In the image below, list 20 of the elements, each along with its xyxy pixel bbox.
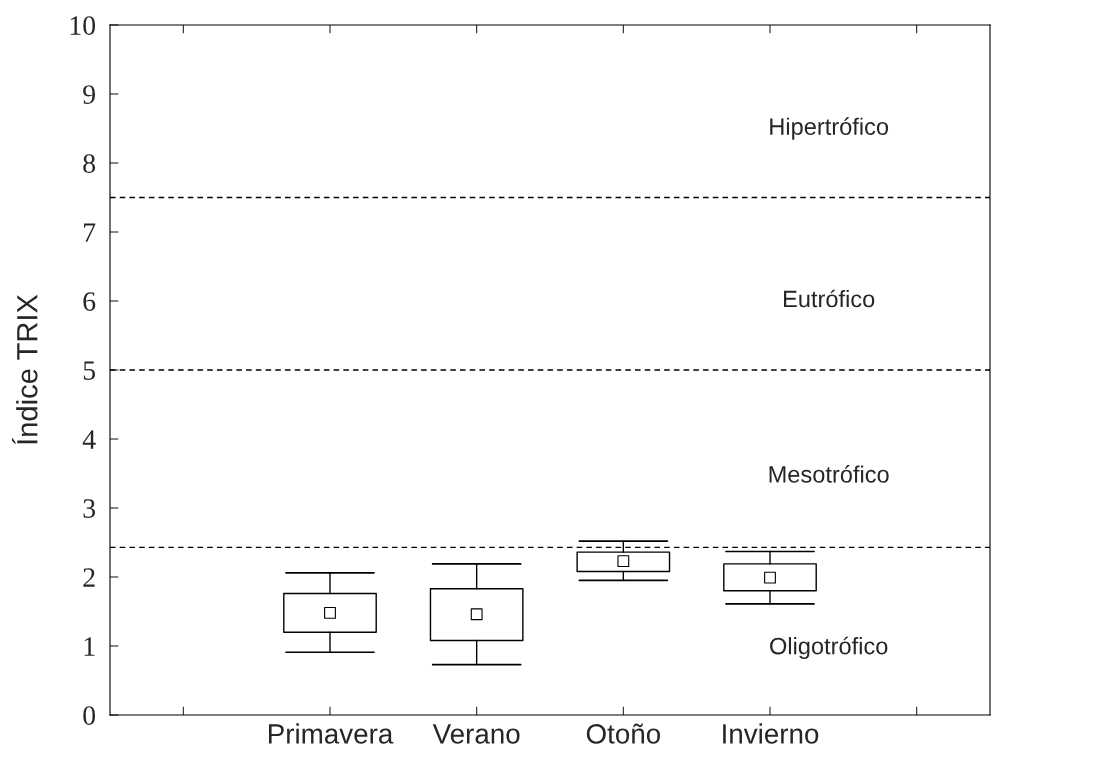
y-tick-label: 1	[84, 637, 95, 656]
annotation: Mesotrófico	[769, 465, 889, 483]
x-tick-label: Verano	[432, 724, 520, 744]
y-tick-label: 8	[83, 154, 96, 173]
y-tick-label: 9	[83, 85, 95, 104]
annotation: Hipertrófico	[770, 117, 889, 140]
y-tick-label: 2	[83, 568, 95, 587]
y-tick-label: 7	[84, 223, 96, 242]
x-tick-label: Otoño	[586, 723, 661, 744]
annotation: Oligotrófico	[770, 636, 888, 660]
y-tick-label: 3	[83, 499, 96, 518]
y-tick-label: 4	[82, 430, 96, 449]
y-axis-title: Índice TRIX	[11, 294, 38, 444]
y-tick-label: 5	[83, 361, 96, 380]
x-tick-label: Primavera	[269, 723, 394, 744]
y-tick-label: 10	[70, 16, 96, 35]
x-tick-label: Invierno	[723, 723, 819, 744]
y-tick-label: 0	[83, 706, 96, 725]
y-tick-label: 6	[83, 292, 96, 311]
annotation: Eutrófico	[784, 289, 875, 308]
